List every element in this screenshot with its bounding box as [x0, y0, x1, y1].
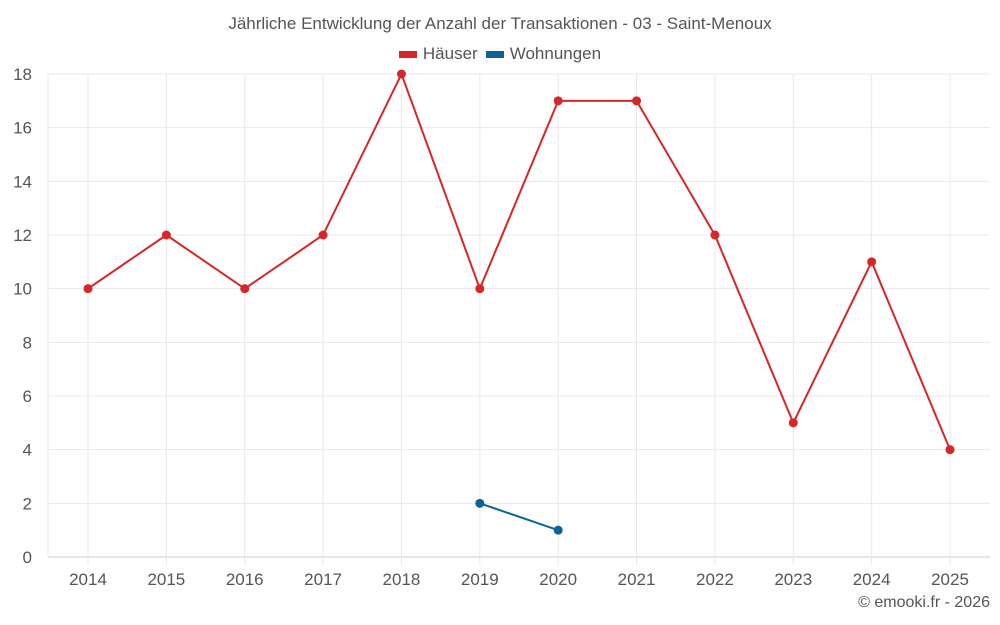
y-tick-label: 10 — [13, 280, 32, 299]
data-point[interactable] — [396, 69, 406, 79]
y-tick-label: 12 — [13, 226, 32, 245]
data-point[interactable] — [318, 230, 328, 240]
x-tick-label: 2025 — [931, 570, 969, 589]
series-houses — [83, 69, 955, 455]
legend: Häuser Wohnungen — [0, 44, 1000, 64]
legend-item-apartments[interactable]: Wohnungen — [485, 44, 602, 64]
data-point[interactable] — [475, 498, 485, 508]
data-point[interactable] — [867, 257, 877, 267]
x-tick-label: 2021 — [618, 570, 656, 589]
legend-label-houses: Häuser — [422, 44, 478, 63]
data-point[interactable] — [240, 284, 250, 294]
legend-label-apartments: Wohnungen — [509, 44, 602, 63]
y-tick-label: 2 — [23, 494, 32, 513]
x-tick-label: 2014 — [69, 570, 107, 589]
y-tick-label: 16 — [13, 119, 32, 138]
data-point[interactable] — [788, 418, 798, 428]
y-tick-label: 0 — [23, 548, 32, 567]
data-point[interactable] — [553, 525, 563, 535]
data-point[interactable] — [475, 284, 485, 294]
data-point[interactable] — [632, 96, 642, 106]
x-tick-label: 2020 — [539, 570, 577, 589]
x-tick-label: 2015 — [147, 570, 185, 589]
x-tick-label: 2023 — [774, 570, 812, 589]
x-tick-label: 2022 — [696, 570, 734, 589]
series-apartments — [475, 498, 563, 535]
x-tick-label: 2024 — [853, 570, 891, 589]
credit-text: © emooki.fr - 2026 — [858, 594, 990, 611]
y-tick-label: 4 — [23, 441, 32, 460]
data-point[interactable] — [945, 445, 955, 455]
data-point[interactable] — [161, 230, 171, 240]
y-tick-label: 18 — [13, 65, 32, 84]
data-point[interactable] — [553, 96, 563, 106]
y-tick-label: 14 — [13, 172, 32, 191]
x-tick-label: 2018 — [383, 570, 421, 589]
y-tick-label: 8 — [23, 333, 32, 352]
legend-item-houses[interactable]: Häuser — [398, 44, 478, 64]
y-tick-label: 6 — [23, 387, 32, 406]
x-tick-label: 2016 — [226, 570, 264, 589]
data-point[interactable] — [83, 284, 93, 294]
x-tick-label: 2019 — [461, 570, 499, 589]
legend-swatch-houses — [398, 50, 417, 58]
x-tick-label: 2017 — [304, 570, 342, 589]
legend-swatch-apartments — [485, 50, 504, 58]
data-point[interactable] — [710, 230, 720, 240]
gridlines — [47, 73, 990, 565]
chart-title: Jährliche Entwicklung der Anzahl der Tra… — [228, 14, 772, 33]
